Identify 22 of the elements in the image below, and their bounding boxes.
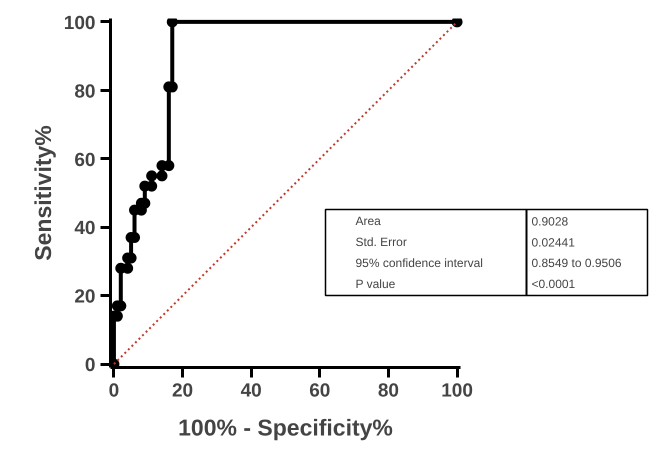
- text: 0.02441: [532, 236, 576, 250]
- x-tick-label: 60: [309, 380, 330, 402]
- x-tick-label: 100: [441, 380, 473, 402]
- annotation: 95% confidence interval: [356, 256, 483, 270]
- annotation: Std. Error: [356, 235, 407, 249]
- text: 0.9028: [532, 214, 569, 228]
- y-tick-label: 60: [74, 150, 96, 171]
- text: <0.0001: [532, 277, 576, 291]
- y-tick-label: 0: [84, 355, 96, 376]
- y-tick-label: 20: [74, 286, 96, 308]
- y-tick-label: 40: [74, 218, 96, 240]
- annotation: P value: [356, 277, 396, 291]
- x-tick-label: 40: [240, 380, 262, 402]
- y-tick-label: 80: [74, 81, 96, 102]
- x-tick-label: 80: [378, 380, 400, 402]
- y-tick-label: 100: [64, 12, 96, 34]
- y-axis-title: Sensitivity%: [30, 125, 56, 261]
- x-axis-title: 100% - Specificity%: [178, 414, 393, 440]
- annotation: Area: [356, 214, 382, 228]
- x-tick-label: 0: [108, 380, 120, 402]
- x-tick-label: 20: [172, 380, 194, 402]
- text: 0.8549 to 0.9506: [532, 256, 622, 270]
